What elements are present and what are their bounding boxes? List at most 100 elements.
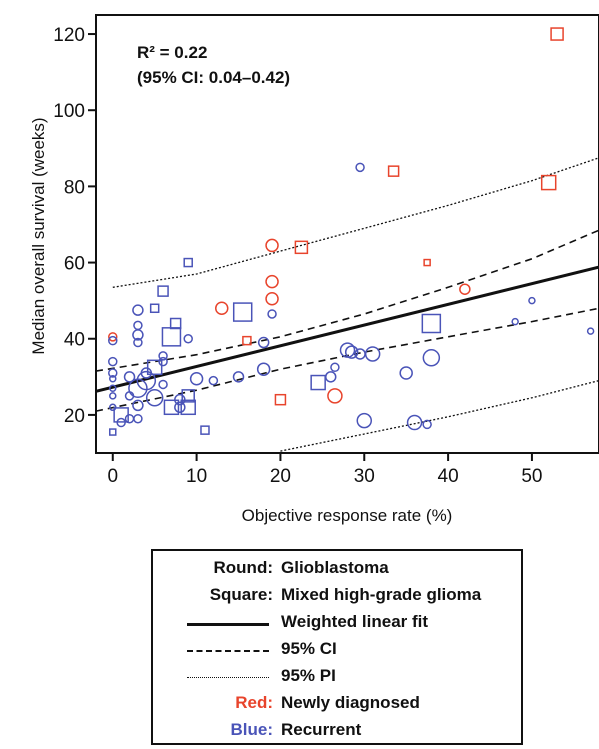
- data-point-circle: [459, 283, 471, 295]
- data-point-circle: [256, 362, 271, 376]
- data-point-square: [423, 258, 431, 267]
- data-point-circle: [257, 336, 270, 349]
- fit-line: [95, 265, 599, 393]
- data-point-circle: [344, 345, 359, 359]
- x-axis-label: Objective response rate (%): [242, 506, 453, 525]
- data-point-square: [274, 393, 287, 406]
- data-point-circle: [123, 371, 136, 383]
- legend-text-pi: 95% PI: [281, 666, 336, 685]
- legend-text-glioblastoma: Glioblastoma: [281, 558, 389, 577]
- data-point-circle: [158, 351, 168, 361]
- pi-upper-line: [112, 157, 599, 288]
- legend-text-recurrent: Recurrent: [281, 720, 362, 739]
- data-point-circle: [422, 419, 432, 430]
- data-point-circle: [528, 296, 536, 305]
- data-point-circle: [174, 401, 186, 414]
- data-point-circle: [124, 413, 135, 424]
- x-axis: 0 10 20 30 40 50: [107, 453, 543, 487]
- legend-row-ci: 95% CI: [153, 639, 521, 663]
- data-point-square: [109, 428, 117, 436]
- data-point-circle: [108, 335, 118, 346]
- y-axis-label: Median overall survival (weeks): [29, 117, 48, 354]
- legend-key-square: Square:: [209, 585, 273, 604]
- data-point-square: [180, 399, 196, 416]
- data-point-circle: [324, 371, 337, 383]
- legend-key-red: Red:: [235, 693, 273, 712]
- data-point-circle: [132, 329, 144, 341]
- data-point-circle: [208, 375, 219, 386]
- data-point-circle: [356, 412, 373, 429]
- data-point-circle: [158, 356, 168, 367]
- data-point-circle: [511, 317, 519, 326]
- data-point-square: [149, 303, 160, 314]
- legend-key-round: Round:: [213, 558, 273, 577]
- data-point-square: [310, 374, 326, 391]
- x-tick-label: 40: [438, 466, 459, 487]
- legend-text-newly-diagnosed: Newly diagnosed: [281, 693, 420, 712]
- points-layer: [108, 27, 595, 436]
- data-point-circle: [183, 333, 193, 344]
- data-point-circle: [586, 327, 595, 335]
- data-point-circle: [145, 389, 164, 407]
- data-point-square: [294, 240, 309, 255]
- data-point-circle: [364, 346, 381, 362]
- data-point-square: [540, 174, 557, 191]
- scatter-chart: 20 40 60 80 100 120 0 10 20 30 40 50 R² = 0.22 (95…: [29, 14, 599, 525]
- data-point-circle: [116, 417, 126, 428]
- y-tick-label: 80: [64, 177, 85, 198]
- data-point-circle: [355, 162, 365, 173]
- x-tick-label: 20: [270, 466, 291, 487]
- legend-row-fit: Weighted linear fit: [153, 612, 521, 636]
- legend-row-blue: Blue: Recurrent: [153, 720, 521, 744]
- legend-row-pi: 95% PI: [153, 666, 521, 690]
- curves-layer: [95, 157, 599, 452]
- data-point-square: [157, 285, 169, 297]
- data-point-square: [550, 27, 564, 41]
- y-tick-label: 60: [64, 254, 85, 275]
- legend-dotted-line: [187, 677, 269, 678]
- data-point-square: [387, 165, 400, 177]
- data-point-circle: [108, 356, 118, 367]
- pi-lower-line: [280, 379, 599, 452]
- data-point-circle: [132, 399, 144, 412]
- data-point-square: [169, 317, 182, 330]
- x-tick-label: 30: [354, 466, 375, 487]
- data-point-square: [146, 359, 163, 376]
- data-point-circle: [136, 370, 157, 391]
- data-point-square: [421, 313, 442, 334]
- data-point-circle: [422, 349, 441, 367]
- legend-text-ci: 95% CI: [281, 639, 337, 658]
- x-tick-label: 0: [107, 466, 118, 487]
- y-tick-label: 120: [53, 25, 85, 46]
- data-point-circle: [109, 384, 117, 393]
- data-point-circle: [406, 414, 423, 431]
- x-tick-label: 50: [521, 466, 542, 487]
- data-point-circle: [267, 309, 277, 319]
- data-point-circle: [399, 366, 413, 380]
- data-point-circle: [133, 320, 143, 331]
- data-point-circle: [189, 371, 204, 386]
- data-point-circle: [133, 413, 143, 424]
- data-point-circle: [140, 367, 153, 379]
- data-point-square: [242, 335, 252, 346]
- data-point-square: [200, 425, 210, 435]
- ci-lower-line: [95, 307, 599, 412]
- data-point-square: [232, 302, 253, 322]
- data-point-circle: [215, 301, 229, 316]
- data-point-circle: [158, 379, 168, 390]
- data-point-circle: [108, 332, 118, 342]
- legend-row-square: Square: Mixed high-grade glioma: [153, 585, 521, 609]
- y-tick-label: 40: [64, 330, 85, 351]
- legend-solid-line: [187, 623, 269, 626]
- plot-frame: [95, 14, 599, 454]
- data-point-circle: [232, 371, 245, 383]
- legend-dashed-line: [187, 650, 269, 652]
- legend-key-blue: Blue:: [230, 720, 274, 739]
- x-tick-label: 10: [186, 466, 207, 487]
- annotation-ci: (95% CI: 0.04–0.42): [137, 68, 290, 87]
- y-tick-label: 20: [64, 406, 85, 427]
- data-point-circle: [265, 238, 279, 253]
- annotation-r2: R² = 0.22: [137, 43, 207, 62]
- data-point-square: [181, 389, 195, 403]
- legend-row-round: Round: Glioblastoma: [153, 558, 521, 582]
